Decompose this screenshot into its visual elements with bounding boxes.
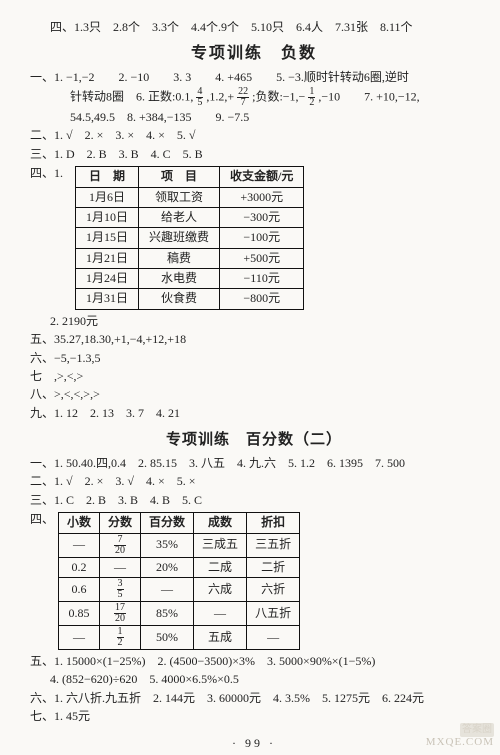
s2-line2: 二、1. √ 2. × 3. √ 4. × 5. × (30, 473, 478, 490)
s1-l1b-part2: ,1.2,+ (206, 89, 234, 103)
s1-line6: 六、−5,−1.3,5 (30, 350, 478, 367)
s2-line3: 三、1. C 2. B 3. B 4. B 5. C (30, 492, 478, 509)
frac-1-2a: 12 (308, 87, 315, 108)
s2-line1: 一、1. 50.40.四,0.4 2. 85.15 3. 八五 4. 九.六 5… (30, 455, 478, 472)
s2-line5b: 4. (852−620)÷620 5. 4000×6.5%×0.5 (30, 671, 478, 688)
s1-line5: 五、35.27,18.30,+1,−4,+12,+18 (30, 331, 478, 348)
s2-l4prefix: 四、 (30, 511, 58, 528)
frac-1-2b: 12 (117, 627, 124, 648)
s1-line1c: 54.5,49.5 8. +384,−135 9. −7.5 (30, 109, 478, 126)
section1-title: 专项训练 负数 (30, 42, 478, 65)
table-row: 1月24日水电费−110元 (76, 269, 304, 289)
s2-line7: 七、1. 45元 (30, 708, 478, 725)
table-row: 1月21日稿费+500元 (76, 248, 304, 268)
table-row: — 12 50% 五成 — (59, 625, 300, 649)
frac-17-20: 1720 (114, 603, 126, 624)
table-row: 1月6日领取工资+3000元 (76, 187, 304, 207)
s1-line1a: 一、1. −1,−2 2. −10 3. 3 4. +465 5. −3.顺时针… (30, 69, 478, 86)
frac-7-20: 720 (114, 535, 126, 556)
table-row: 1月10日给老人−300元 (76, 207, 304, 227)
s1-l4b: 2. 2190元 (30, 313, 478, 330)
frac-3-5: 35 (117, 579, 124, 600)
s1-l1b-part3: ;负数:−1,− (252, 89, 305, 103)
s2-line6: 六、1. 六八折.九五折 2. 144元 3. 60000元 4. 3.5% 5… (30, 690, 478, 707)
s1-l1b-part1: 针转动8圈 6. 正数:0.1, (70, 89, 193, 103)
t1-h1: 日 期 (76, 167, 139, 187)
s2-table: 小数 分数 百分数 成数 折扣 — 720 35% 三成五 三五折 0.2 — … (58, 512, 300, 650)
table-row: — 720 35% 三成五 三五折 (59, 533, 300, 557)
s1-line7: 七 ,>,<,> (30, 368, 478, 385)
watermark-text: MXQE.COM (426, 735, 494, 751)
table-row: 小数 分数 百分数 成数 折扣 (59, 513, 300, 533)
table-row: 0.85 1720 85% — 八五折 (59, 601, 300, 625)
s1-line8: 八、>,<,<,>,> (30, 386, 478, 403)
s1-line9: 九、1. 12 2. 13 3. 7 4. 21 (30, 405, 478, 422)
s1-l1b-part4: ,−10 7. +10,−12, (318, 89, 419, 103)
s1-line3: 三、1. D 2. B 3. B 4. C 5. B (30, 146, 478, 163)
frac-4-5: 45 (196, 87, 203, 108)
top-answers: 四、1.3只 2.8个 3.3个 4.4个.9个 5.10只 6.4人 7.31… (30, 19, 478, 36)
s2-line5a: 五、1. 15000×(1−25%) 2. (4500−3500)×3% 3. … (30, 653, 478, 670)
frac-22-7: 227 (237, 87, 249, 108)
s1-l4prefix: 四、1. (30, 165, 75, 182)
section2-title: 专项训练 百分数（二） (30, 430, 478, 452)
table-row: 1月31日伙食费−800元 (76, 289, 304, 309)
t1-h3: 收支金额/元 (220, 167, 304, 187)
table-row: 0.6 35 — 六成 六折 (59, 577, 300, 601)
page-number: · 99 · (30, 735, 478, 752)
table-row: 日 期 项 目 收支金额/元 (76, 167, 304, 187)
s1-line2: 二、1. √ 2. × 3. × 4. × 5. √ (30, 127, 478, 144)
table-row: 0.2 — 20% 二成 二折 (59, 557, 300, 577)
s1-table: 日 期 项 目 收支金额/元 1月6日领取工资+3000元 1月10日给老人−3… (75, 166, 304, 310)
t1-h2: 项 目 (139, 167, 220, 187)
table-row: 1月15日兴趣班缴费−100元 (76, 228, 304, 248)
s1-line1b: 针转动8圈 6. 正数:0.1, 45 ,1.2,+ 227 ;负数:−1,− … (30, 87, 478, 108)
